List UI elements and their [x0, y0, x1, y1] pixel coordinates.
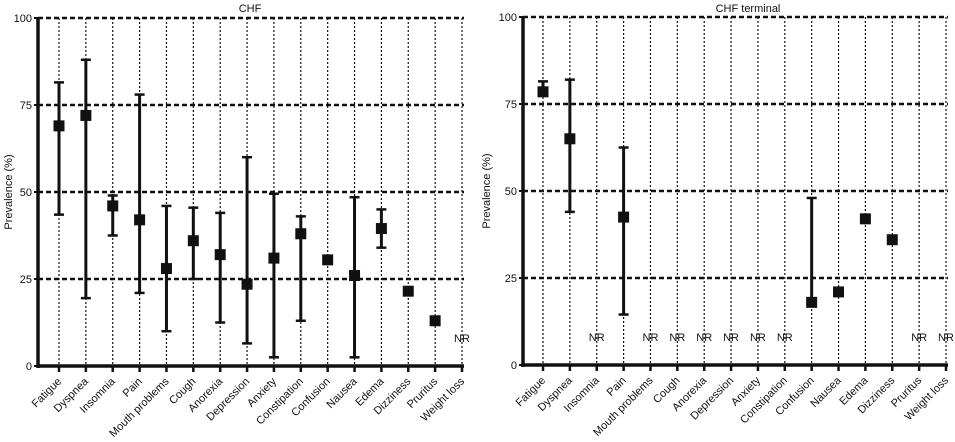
data-point-marker — [241, 278, 253, 290]
not-reported-label: NR — [938, 332, 954, 344]
data-point-marker — [80, 109, 92, 121]
y-axis-label: Prevalence (%) — [3, 154, 15, 229]
chart-title: CHF — [239, 3, 262, 15]
x-tick-label: Nausea — [808, 374, 844, 410]
not-reported-label: NR — [696, 332, 712, 344]
data-point-marker — [859, 213, 871, 225]
data-point-marker — [833, 286, 845, 298]
not-reported-label: NR — [723, 332, 739, 344]
data-point-marker — [564, 133, 576, 145]
not-reported-label: NR — [643, 332, 659, 344]
data-point-marker — [886, 234, 898, 246]
data-point-marker — [107, 200, 119, 212]
y-tick-label: 0 — [511, 360, 517, 372]
not-reported-label: NR — [669, 332, 685, 344]
y-tick-label: 75 — [505, 99, 517, 111]
y-tick-label: 25 — [20, 274, 32, 286]
y-tick-label: 50 — [20, 187, 32, 199]
data-point-marker — [537, 86, 549, 98]
x-tick-label: Nausea — [324, 375, 360, 411]
y-tick-label: 100 — [499, 12, 517, 24]
data-point-marker — [402, 285, 414, 297]
not-reported-label: NR — [777, 332, 793, 344]
data-point-marker — [349, 270, 361, 282]
y-tick-label: 0 — [26, 361, 32, 373]
y-tick-label: 50 — [505, 186, 517, 198]
not-reported-label: NR — [454, 333, 470, 345]
y-tick-label: 100 — [14, 13, 32, 25]
not-reported-label: NR — [911, 332, 927, 344]
data-point-marker — [322, 254, 334, 266]
chart-title: CHF terminal — [716, 3, 781, 15]
data-point-marker — [429, 315, 441, 327]
data-point-marker — [618, 211, 630, 223]
data-point-marker — [295, 228, 307, 240]
data-point-marker — [160, 263, 172, 275]
data-point-marker — [268, 252, 280, 264]
data-point-marker — [375, 223, 387, 235]
data-point-marker — [134, 214, 146, 226]
data-point-marker — [806, 296, 818, 308]
data-point-marker — [53, 120, 65, 132]
data-point-marker — [214, 249, 226, 261]
x-tick-label: Pain — [121, 376, 145, 400]
x-tick-label: Pain — [605, 375, 629, 399]
data-point-marker — [187, 235, 199, 247]
y-tick-label: 25 — [505, 273, 517, 285]
y-tick-label: 75 — [20, 100, 32, 112]
y-axis-label: Prevalence (%) — [481, 153, 493, 228]
not-reported-label: NR — [750, 332, 766, 344]
not-reported-label: NR — [589, 332, 605, 344]
